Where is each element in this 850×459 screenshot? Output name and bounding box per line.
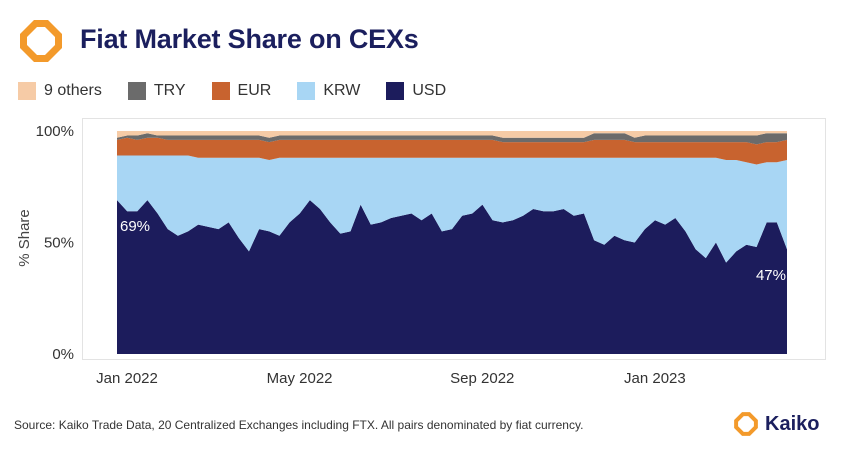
source-note: Source: Kaiko Trade Data, 20 Centralized…: [14, 418, 584, 432]
legend-item-try: TRY: [127, 82, 186, 100]
x-tick-label: May 2022: [267, 370, 333, 387]
legend-label: TRY: [153, 82, 186, 99]
kaiko-logo-icon: [20, 20, 62, 62]
legend-item-eur: EUR: [211, 82, 272, 100]
legend-item-usd: USD: [386, 82, 446, 100]
brand-logo: Kaiko: [733, 411, 819, 437]
legend-swatch-krw: [297, 82, 316, 100]
legend-label: USD: [412, 82, 447, 99]
x-tick-label: Jan 2022: [96, 370, 158, 387]
legend-item-krw: KRW: [297, 82, 360, 100]
x-tick-label: Jan 2023: [624, 370, 686, 387]
brand-name: Kaiko: [765, 412, 820, 435]
y-tick-label: 50%: [44, 235, 74, 252]
data-label: 69%: [120, 218, 150, 235]
legend-item-9-others: 9 others: [18, 82, 102, 100]
legend-swatch-eur: [211, 82, 230, 100]
chart-title: Fiat Market Share on CEXs: [80, 24, 419, 54]
legend-label: 9 others: [44, 82, 102, 99]
legend-swatch-9-others: [18, 82, 36, 100]
legend-swatch-try: [127, 82, 146, 100]
y-axis-ticks: 0% 50% 100%: [36, 123, 74, 363]
kaiko-logo-icon: [734, 412, 758, 436]
y-axis-title: % Share: [16, 209, 33, 267]
chart-legend: 9 others TRY EUR KRW USD: [18, 80, 472, 102]
legend-label: KRW: [323, 82, 361, 99]
data-annotations: 69% 47%: [120, 218, 786, 284]
area-series-krw: [117, 155, 787, 263]
area-series-group: [117, 131, 787, 354]
data-label: 47%: [756, 267, 786, 284]
area-series-9-others: [117, 131, 787, 138]
legend-swatch-usd: [386, 82, 405, 100]
x-tick-label: Sep 2022: [450, 370, 514, 387]
area-series-try: [117, 133, 787, 145]
area-series-eur: [117, 137, 787, 165]
legend-label: EUR: [237, 82, 272, 99]
area-series-usd: [117, 200, 787, 354]
x-axis-ticks: Jan 2022 May 2022 Sep 2022 Jan 2023: [96, 370, 686, 387]
y-tick-label: 0%: [52, 346, 74, 363]
y-tick-label: 100%: [36, 123, 74, 140]
